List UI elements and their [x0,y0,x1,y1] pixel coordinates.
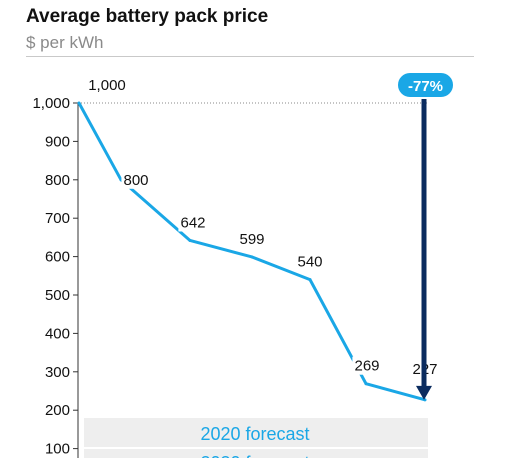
data-label: 599 [239,231,264,248]
data-label-backing [178,213,208,232]
data-label: 540 [297,254,322,271]
forecast-label-2020: 2020 forecast [200,424,309,444]
forecast-band [84,418,428,458]
reduction-badge-label: -77% [408,78,443,95]
data-label: 1,000 [88,77,126,94]
data-point [308,278,312,282]
y-tick-label: 900 [45,133,70,150]
data-label: 269 [354,358,379,375]
reduction-arrow-head [416,385,432,400]
chart-title: Average battery pack price [26,6,269,27]
y-tick-label: 100 [45,441,70,458]
data-point [188,238,192,242]
data-point [77,101,81,105]
forecast-band-separator [84,447,428,449]
chart-subtitle: $ per kWh [26,33,104,52]
y-tick-label: 700 [45,210,70,227]
y-tick-label: 500 [45,287,70,304]
data-label: 800 [123,172,148,189]
y-tick-label: 1,000 [32,95,70,112]
y-tick-label: 400 [45,325,70,342]
y-tick-label: 200 [45,402,70,419]
data-label-backing [237,229,267,248]
data-label-backing [84,76,130,94]
y-tick-label: 800 [45,172,70,189]
title-divider [26,56,474,57]
data-point [250,255,254,259]
data-label-backing [295,252,325,271]
forecast-label-2030: 2030 forecast [200,453,309,458]
data-label-backing [352,356,382,375]
data-label-backing [121,170,151,189]
y-tick-label: 300 [45,364,70,381]
y-tick-label: 600 [45,249,70,266]
price-series-line [77,102,426,402]
data-point [364,382,368,386]
data-label: 642 [180,214,205,231]
reduction-badge [396,71,455,99]
